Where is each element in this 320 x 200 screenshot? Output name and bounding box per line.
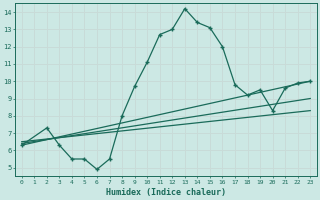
X-axis label: Humidex (Indice chaleur): Humidex (Indice chaleur) <box>106 188 226 197</box>
